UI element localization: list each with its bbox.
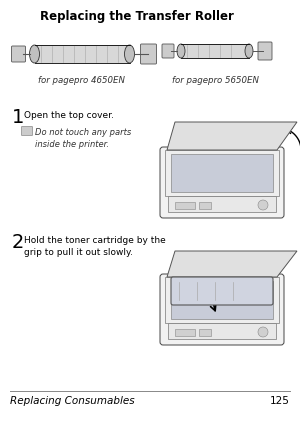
FancyBboxPatch shape — [162, 45, 174, 59]
Text: Do not touch any parts
inside the printer.: Do not touch any parts inside the printe… — [35, 128, 131, 148]
Text: 2: 2 — [12, 233, 24, 251]
Bar — [168, 323, 276, 339]
Ellipse shape — [29, 46, 40, 64]
Text: Open the top cover.: Open the top cover. — [24, 111, 114, 120]
Bar — [34, 46, 130, 64]
Bar — [171, 155, 273, 193]
FancyBboxPatch shape — [11, 47, 26, 63]
Bar — [199, 329, 211, 336]
FancyBboxPatch shape — [160, 274, 284, 345]
Text: Hold the toner cartridge by the
grip to pull it out slowly.: Hold the toner cartridge by the grip to … — [24, 236, 166, 256]
Text: for pagepro 4650EN: for pagepro 4650EN — [38, 76, 125, 85]
FancyBboxPatch shape — [171, 277, 273, 305]
Bar — [165, 277, 279, 323]
Polygon shape — [167, 251, 297, 277]
Text: 1: 1 — [12, 108, 24, 127]
Circle shape — [258, 327, 268, 337]
Text: Replacing Consumables: Replacing Consumables — [10, 395, 135, 405]
Text: Replacing the Transfer Roller: Replacing the Transfer Roller — [40, 10, 234, 23]
Bar — [171, 281, 273, 319]
FancyBboxPatch shape — [160, 148, 284, 219]
Bar — [168, 196, 276, 213]
FancyBboxPatch shape — [258, 43, 272, 61]
FancyBboxPatch shape — [140, 45, 157, 65]
FancyBboxPatch shape — [22, 127, 32, 136]
Bar — [175, 202, 195, 210]
Bar — [175, 329, 195, 336]
Circle shape — [258, 201, 268, 210]
Bar — [165, 151, 279, 196]
Text: 125: 125 — [270, 395, 290, 405]
Ellipse shape — [177, 45, 185, 59]
Bar — [199, 202, 211, 210]
Text: for pagepro 5650EN: for pagepro 5650EN — [172, 76, 259, 85]
Ellipse shape — [245, 45, 253, 59]
Ellipse shape — [124, 46, 134, 64]
Bar — [181, 45, 249, 59]
Polygon shape — [167, 123, 297, 151]
